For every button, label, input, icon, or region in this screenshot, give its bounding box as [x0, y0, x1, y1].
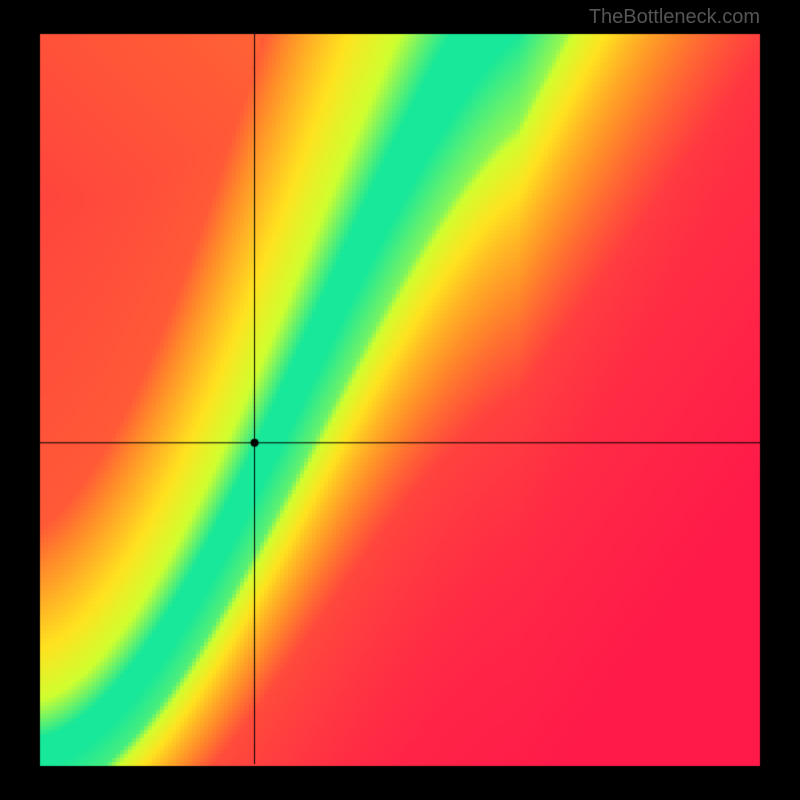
heatmap-canvas	[0, 0, 800, 800]
watermark-label: TheBottleneck.com	[589, 6, 760, 29]
bottleneck-heatmap-chart: TheBottleneck.com	[0, 0, 800, 800]
